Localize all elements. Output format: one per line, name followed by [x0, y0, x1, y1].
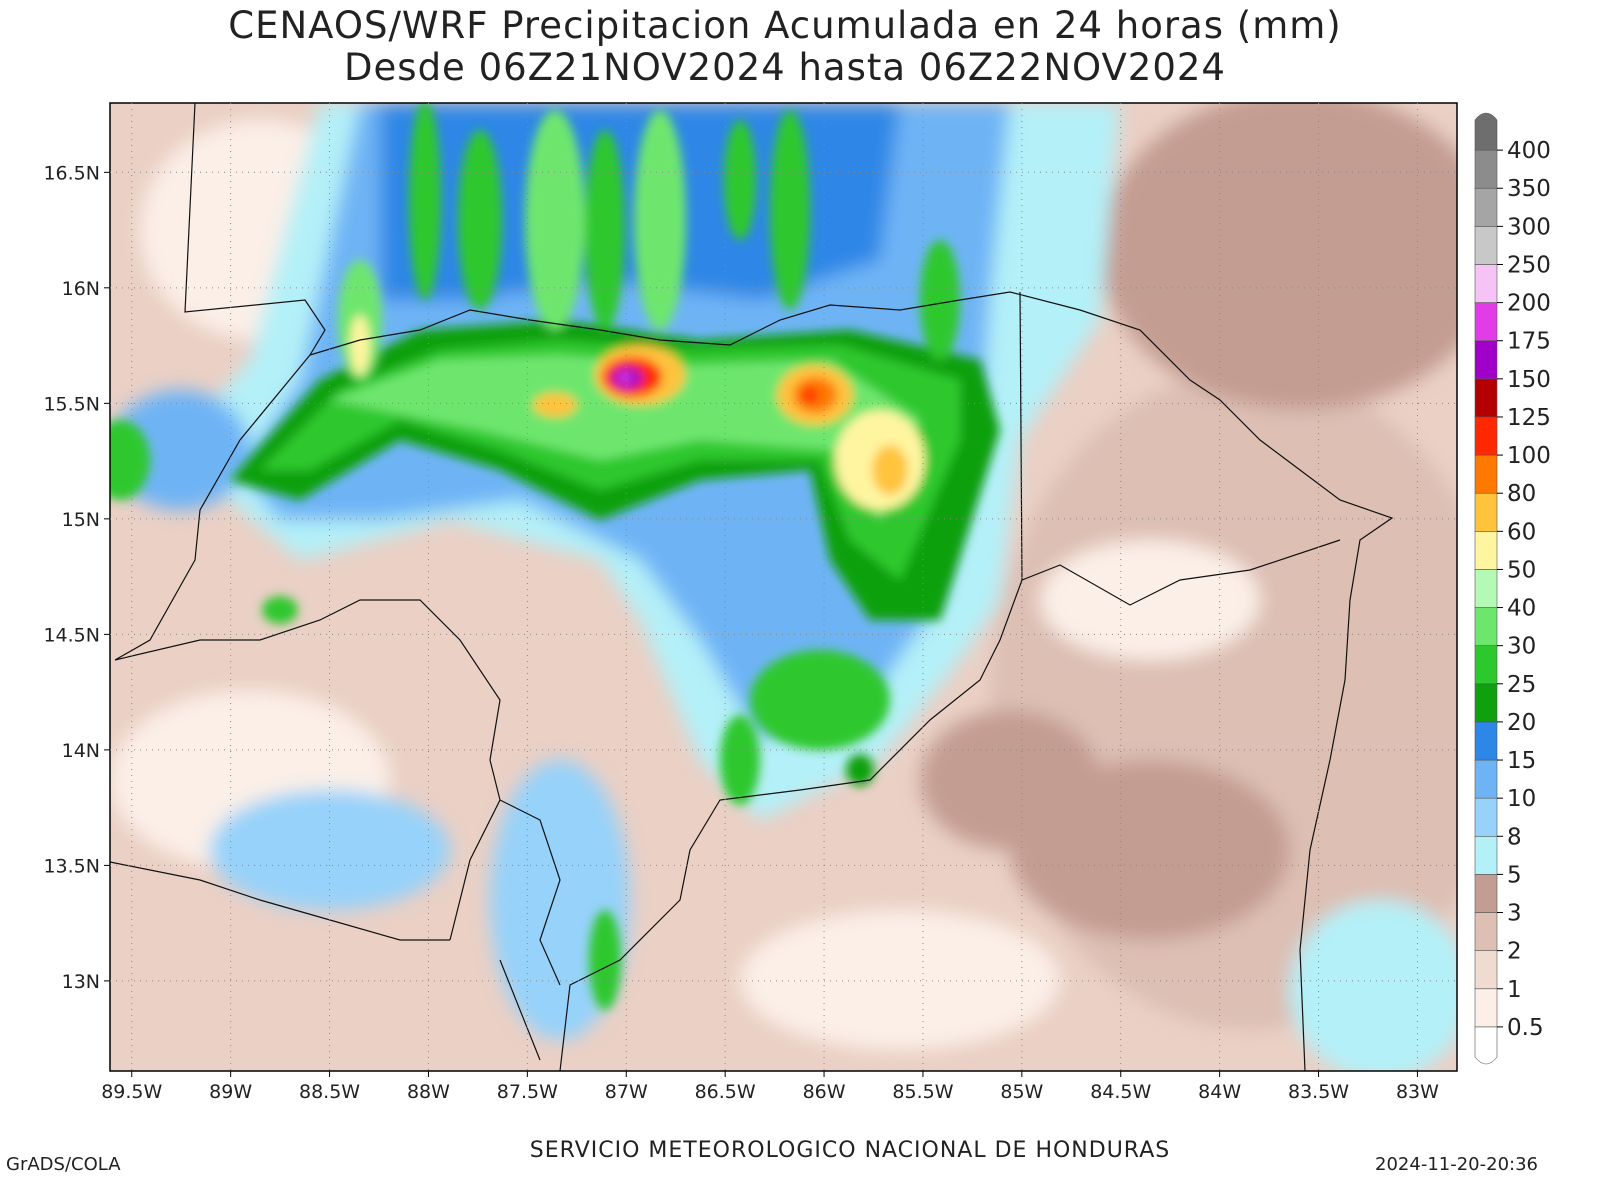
colorbar-bin: [1474, 302, 1498, 342]
footer-left: GrADS/COLA: [6, 1154, 121, 1175]
colorbar-bin: [1474, 797, 1498, 837]
colorbar-label: 5: [1507, 862, 1522, 888]
colorbar-bin: [1474, 378, 1498, 418]
colorbar-label: 50: [1507, 557, 1536, 583]
x-tick-label: 88W: [407, 1081, 450, 1103]
colorbar-label: 40: [1507, 596, 1536, 622]
colorbar-bin: [1474, 492, 1498, 532]
colorbar-bin: [1474, 683, 1498, 723]
colorbar-label: 20: [1507, 710, 1536, 736]
colorbar-bin: [1474, 645, 1498, 685]
colorbar-label: 1: [1507, 977, 1522, 1003]
plot-frame: [109, 102, 1458, 1072]
colorbar-bin: [1474, 264, 1498, 303]
y-tick-label: 14N: [62, 740, 100, 762]
colorbar-bin: [1474, 1026, 1498, 1065]
footer-right: 2024-11-20-20:36: [1375, 1154, 1538, 1175]
title: CENAOS/WRF Precipitacion Acumulada en 24…: [228, 4, 1341, 47]
colorbar-label: 200: [1507, 291, 1551, 317]
colorbar-bin: [1474, 950, 1498, 990]
colorbar-label: 25: [1507, 672, 1536, 698]
borders: [110, 103, 1394, 1071]
colorbar-bin: [1474, 226, 1498, 265]
y-tick-label: 16.5N: [43, 162, 100, 184]
colorbar-bin: [1474, 531, 1498, 570]
colorbar-label: 8: [1507, 824, 1522, 850]
x-tick-label: 88.5W: [299, 1081, 360, 1103]
colorbar-bin: [1474, 149, 1498, 189]
colorbar-label: 0.5: [1507, 1015, 1544, 1041]
colorbar-bin: [1474, 721, 1498, 761]
colorbar-label: 150: [1507, 367, 1551, 393]
x-tick-label: 83.5W: [1288, 1081, 1349, 1103]
x-tick-label: 84W: [1198, 1081, 1241, 1103]
colorbar-bin: [1474, 187, 1498, 227]
colorbar: 0.5 1 2 3 5 8 10 15 20 25 30 40 50 60 80 100 125 150 175 20…: [1474, 112, 1551, 1065]
x-tick-label: 86.5W: [695, 1081, 756, 1103]
colorbar-label: 300: [1507, 214, 1551, 240]
colorbar-label: 2: [1507, 939, 1522, 965]
x-tick-label: 85.5W: [892, 1081, 953, 1103]
y-tick-label: 16N: [62, 278, 100, 300]
colorbar-bin: [1474, 112, 1498, 151]
colorbar-bin: [1474, 416, 1498, 456]
colorbar-bin: [1474, 988, 1498, 1028]
colorbar-label: 100: [1507, 443, 1551, 469]
x-tick-label: 87.5W: [497, 1081, 558, 1103]
colorbar-label: 80: [1507, 481, 1536, 507]
x-tick-label: 85W: [1000, 1081, 1043, 1103]
y-tick-label: 14.5N: [43, 624, 100, 646]
colorbar-label: 175: [1507, 329, 1551, 355]
colorbar-label: 10: [1507, 786, 1536, 812]
x-tick-label: 87W: [605, 1081, 648, 1103]
colorbar-bin: [1474, 874, 1498, 913]
colorbar-bin: [1474, 759, 1498, 799]
colorbar-label: 125: [1507, 405, 1551, 431]
colorbar-label: 15: [1507, 748, 1536, 774]
subtitle: Desde 06Z21NOV2024 hasta 06Z22NOV2024: [344, 46, 1226, 89]
colorbar-bin: [1474, 912, 1498, 951]
y-tick-label: 13N: [62, 971, 100, 993]
x-tick-label: 83W: [1396, 1081, 1439, 1103]
axes: 89.5W 89W 88.5W 88W 87.5W 87W 86.5W 86W 85.5W 85W…: [43, 103, 1457, 1103]
colorbar-bin: [1474, 340, 1498, 380]
x-tick-label: 84.5W: [1090, 1081, 1151, 1103]
y-tick-label: 15.5N: [43, 393, 100, 415]
colorbar-label: 350: [1507, 176, 1551, 202]
footer-center: SERVICIO METEOROLOGICO NACIONAL DE HONDU…: [530, 1138, 1170, 1163]
y-tick-label: 15N: [62, 509, 100, 531]
colorbar-label: 250: [1507, 252, 1551, 278]
colorbar-bin: [1474, 835, 1498, 875]
colorbar-bin: [1474, 454, 1498, 494]
colorbar-bin: [1474, 607, 1498, 646]
colorbar-label: 30: [1507, 634, 1536, 660]
x-tick-label: 89W: [209, 1081, 252, 1103]
y-tick-label: 13.5N: [43, 855, 100, 877]
precip-field: [110, 103, 1457, 1071]
colorbar-label: 60: [1507, 519, 1536, 545]
x-tick-label: 86W: [803, 1081, 846, 1103]
x-tick-label: 89.5W: [101, 1081, 162, 1103]
colorbar-bin: [1474, 569, 1498, 608]
colorbar-label: 400: [1507, 138, 1551, 164]
colorbar-label: 3: [1507, 901, 1522, 927]
